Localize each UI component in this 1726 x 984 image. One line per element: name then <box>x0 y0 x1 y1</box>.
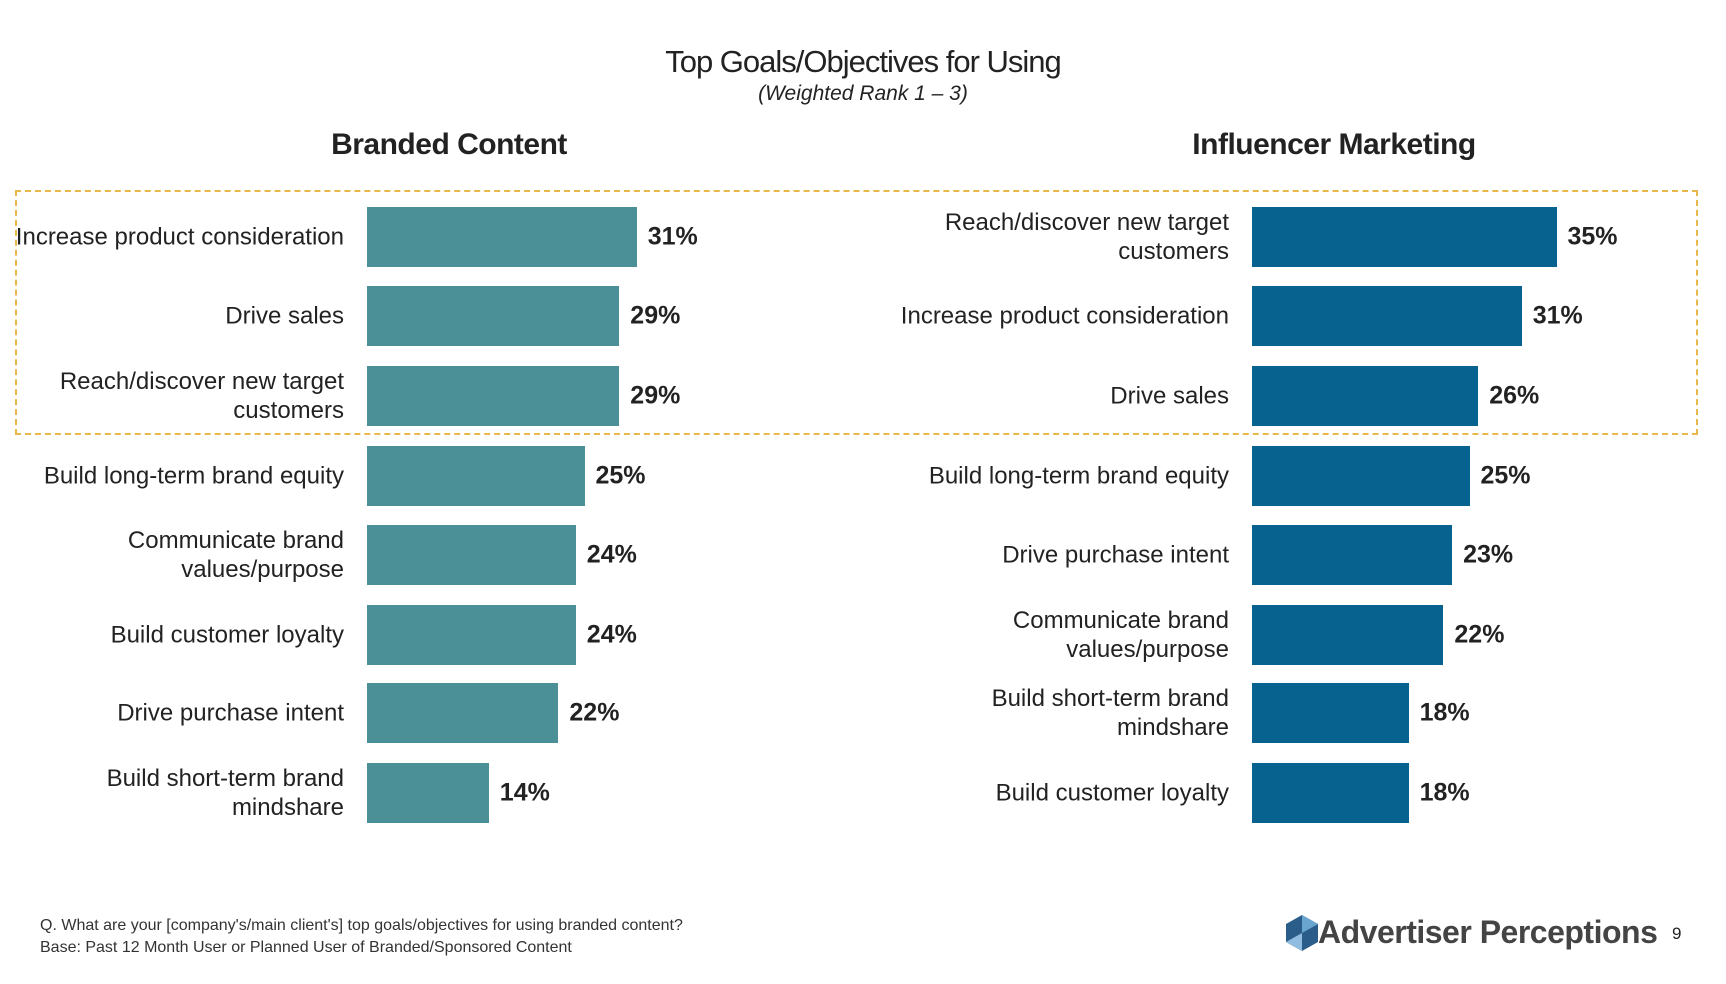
category-label: Reach/discover new target customers <box>944 209 1229 265</box>
value-label: 18% <box>1419 698 1470 727</box>
footnote: Base: Past 12 Month User or Planned User… <box>40 939 572 956</box>
category-label: Build customer loyalty <box>110 621 344 649</box>
bar <box>367 207 637 267</box>
bar <box>1252 605 1444 665</box>
bar <box>1252 525 1453 585</box>
value-label: 24% <box>586 540 637 569</box>
category-label: Build short-term brand mindshare <box>106 765 344 821</box>
category-label: Increase product consideration <box>15 223 344 251</box>
bar <box>367 446 585 506</box>
category-label: Drive purchase intent <box>1002 541 1229 569</box>
value-label: 24% <box>586 620 637 649</box>
bar <box>367 286 620 346</box>
bar <box>1252 683 1409 743</box>
panel-title: Branded Content <box>331 128 567 161</box>
value-label: 29% <box>630 301 681 330</box>
value-label: 35% <box>1567 222 1618 251</box>
bar <box>367 763 489 823</box>
category-label: Build customer loyalty <box>995 779 1229 807</box>
value-label: 14% <box>499 778 550 807</box>
footnote: Q. What are your [company's/main client'… <box>40 917 683 934</box>
category-label: Drive purchase intent <box>117 699 344 727</box>
bar <box>1252 286 1522 346</box>
page-number: 9 <box>1672 924 1682 943</box>
value-label: 25% <box>1480 461 1531 490</box>
slide-title: Top Goals/Objectives for Using <box>665 44 1062 79</box>
category-label: Build long-term brand equity <box>43 462 344 490</box>
category-label: Communicate brand values/purpose <box>127 527 344 583</box>
bar <box>367 605 576 665</box>
bar <box>367 525 576 585</box>
value-label: 22% <box>569 698 620 727</box>
bar <box>1252 446 1470 506</box>
category-label: Drive sales <box>225 302 344 330</box>
value-label: 31% <box>1532 301 1583 330</box>
logo-icon <box>1286 915 1318 951</box>
highlight-box <box>15 190 1698 435</box>
bar <box>1252 763 1409 823</box>
value-label: 31% <box>647 222 698 251</box>
bar <box>367 683 559 743</box>
bar <box>1252 207 1557 267</box>
category-label: Increase product consideration <box>900 302 1229 330</box>
category-label: Build long-term brand equity <box>928 462 1229 490</box>
bar <box>367 366 620 426</box>
logo: Advertiser Perceptions <box>1318 914 1658 950</box>
category-label: Build short-term brand mindshare <box>991 685 1229 741</box>
category-label: Drive sales <box>1110 382 1229 410</box>
bar <box>1252 366 1479 426</box>
panel-title: Influencer Marketing <box>1192 128 1476 161</box>
value-label: 23% <box>1463 540 1514 569</box>
category-label: Reach/discover new target customers <box>59 368 344 424</box>
value-label: 25% <box>595 461 646 490</box>
category-label: Communicate brand values/purpose <box>1012 607 1229 663</box>
value-label: 18% <box>1419 778 1470 807</box>
value-label: 29% <box>630 381 681 410</box>
value-label: 22% <box>1454 620 1505 649</box>
slide-subtitle: (Weighted Rank 1 – 3) <box>758 82 968 105</box>
value-label: 26% <box>1489 381 1540 410</box>
